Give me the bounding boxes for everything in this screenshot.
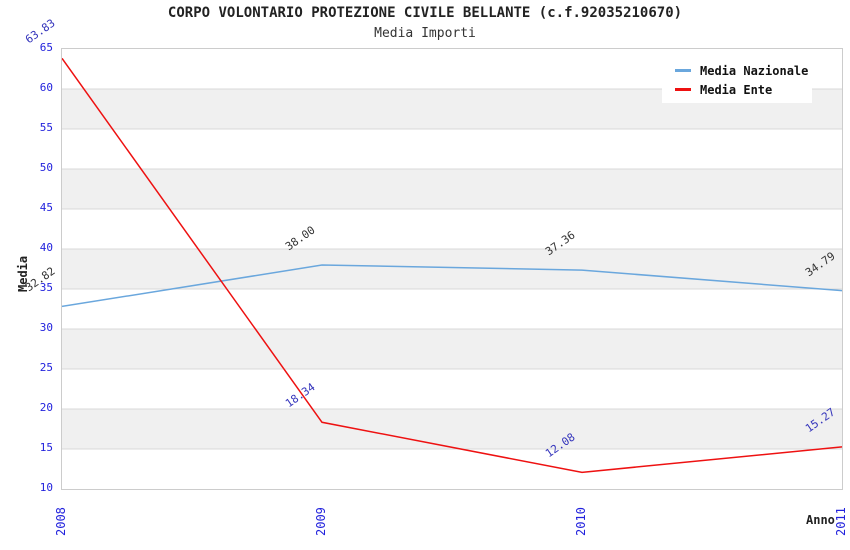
chart-subtitle: Media Importi <box>374 26 476 41</box>
plot-band <box>62 409 842 449</box>
legend-item-media-nazionale: Media Nazionale <box>662 61 812 80</box>
legend-line-swatch-blue-icon <box>675 69 691 72</box>
y-tick-label: 10 <box>39 481 53 494</box>
legend-label: Media Ente <box>700 82 773 97</box>
y-tick-label: 35 <box>39 281 53 294</box>
series-line-media-ente <box>62 57 842 474</box>
legend: Media Nazionale Media Ente <box>662 57 812 103</box>
plot-band <box>62 169 842 209</box>
y-tick-label: 65 <box>39 41 53 54</box>
plot-area <box>61 48 843 490</box>
y-tick-label: 60 <box>39 81 53 94</box>
y-tick-label: 15 <box>39 441 53 454</box>
legend-line-swatch-red-icon <box>675 88 691 91</box>
x-tick-label: 2010 <box>574 507 588 536</box>
x-tick-label: 2011 <box>834 507 848 536</box>
y-tick-label: 40 <box>39 241 53 254</box>
y-tick-label: 30 <box>39 321 53 334</box>
y-tick-label: 45 <box>39 201 53 214</box>
plot-band <box>62 249 842 289</box>
plot-band <box>62 329 842 369</box>
legend-item-media-ente: Media Ente <box>662 80 812 99</box>
series-line-media-nazionale <box>62 264 842 308</box>
chart-title: CORPO VOLONTARIO PROTEZIONE CIVILE BELLA… <box>167 5 683 21</box>
x-tick-label: 2008 <box>54 507 68 536</box>
legend-label: Media Nazionale <box>700 63 809 78</box>
x-tick-label: 2009 <box>314 507 328 536</box>
y-tick-label: 20 <box>39 401 53 414</box>
y-tick-label: 55 <box>39 121 53 134</box>
plot-canvas <box>62 57 842 474</box>
x-axis-title: Anno <box>806 513 835 527</box>
y-tick-label: 50 <box>39 161 53 174</box>
y-tick-label: 25 <box>39 361 53 374</box>
